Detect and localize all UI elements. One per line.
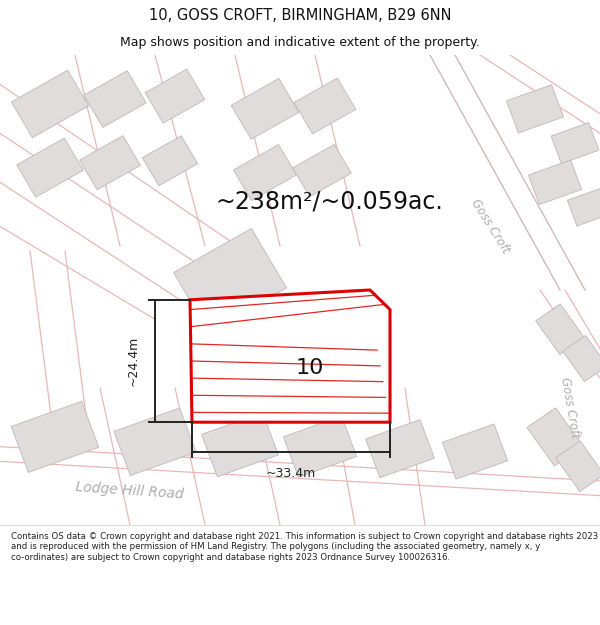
- Polygon shape: [536, 304, 584, 354]
- Polygon shape: [142, 136, 198, 186]
- Polygon shape: [442, 424, 508, 479]
- Polygon shape: [283, 416, 356, 478]
- Polygon shape: [294, 78, 356, 134]
- Text: Lodge Hill Road: Lodge Hill Road: [76, 480, 185, 501]
- Polygon shape: [190, 290, 390, 422]
- Text: ~33.4m: ~33.4m: [266, 467, 316, 479]
- Polygon shape: [563, 336, 600, 382]
- Text: ~238m²/~0.059ac.: ~238m²/~0.059ac.: [215, 190, 443, 214]
- Polygon shape: [17, 138, 83, 197]
- Text: Goss Croft: Goss Croft: [468, 197, 512, 256]
- Polygon shape: [11, 401, 99, 472]
- Text: 10: 10: [296, 358, 324, 378]
- Polygon shape: [568, 188, 600, 226]
- Text: 10, GOSS CROFT, BIRMINGHAM, B29 6NN: 10, GOSS CROFT, BIRMINGHAM, B29 6NN: [149, 8, 451, 23]
- Polygon shape: [80, 136, 140, 190]
- Text: Map shows position and indicative extent of the property.: Map shows position and indicative extent…: [120, 36, 480, 49]
- Polygon shape: [231, 78, 299, 139]
- Polygon shape: [365, 419, 434, 478]
- Text: Goss Croft: Goss Croft: [558, 376, 582, 439]
- Polygon shape: [233, 144, 296, 201]
- Polygon shape: [293, 144, 351, 197]
- Polygon shape: [529, 160, 581, 204]
- Polygon shape: [145, 69, 205, 123]
- Polygon shape: [556, 441, 600, 491]
- Polygon shape: [527, 408, 583, 466]
- Polygon shape: [114, 408, 196, 476]
- Text: ~24.4m: ~24.4m: [127, 336, 139, 386]
- Polygon shape: [84, 71, 146, 128]
- Polygon shape: [551, 122, 599, 164]
- Text: Contains OS data © Crown copyright and database right 2021. This information is : Contains OS data © Crown copyright and d…: [11, 532, 598, 562]
- Polygon shape: [202, 412, 278, 477]
- Polygon shape: [173, 229, 286, 332]
- Polygon shape: [11, 70, 89, 138]
- Polygon shape: [506, 85, 563, 133]
